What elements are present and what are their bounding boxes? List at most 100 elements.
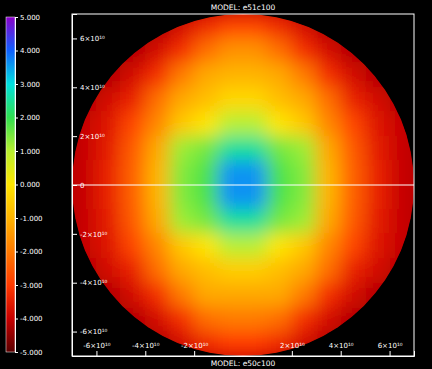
cell — [291, 14, 316, 39]
cell — [169, 160, 194, 185]
tick-label: -4×10¹⁰ — [132, 342, 160, 350]
cell — [194, 282, 219, 307]
tick: -2×10¹⁰ — [72, 231, 108, 239]
cell — [389, 136, 414, 161]
cell — [243, 87, 268, 112]
tick-mark — [341, 351, 342, 356]
cell — [291, 136, 316, 161]
cell — [169, 14, 194, 39]
tick-mark — [15, 185, 18, 186]
cell — [169, 38, 194, 63]
cell — [194, 38, 219, 63]
tick-label: 1.000 — [20, 148, 40, 156]
cell — [389, 160, 414, 185]
cell — [243, 282, 268, 307]
tick-label: -2×10¹⁰ — [80, 231, 108, 239]
tick-label: 4×10¹⁰ — [80, 84, 105, 92]
cell — [145, 136, 170, 161]
cell — [218, 14, 243, 39]
zero-line — [72, 185, 414, 186]
cell — [194, 160, 219, 185]
cell — [218, 307, 243, 332]
axis-line — [73, 351, 415, 357]
tick: -3.000 — [15, 282, 43, 290]
cell — [316, 62, 341, 87]
tick-mark — [72, 136, 77, 137]
cell — [194, 258, 219, 283]
tick-label: 6×10¹⁰ — [80, 35, 105, 43]
cell — [340, 282, 365, 307]
tick-label: -6×10¹⁰ — [80, 328, 108, 336]
tick: 2×10¹⁰ — [280, 342, 305, 356]
cell — [267, 160, 292, 185]
tick-label: 4.000 — [20, 47, 40, 55]
cell — [291, 307, 316, 332]
cell — [291, 282, 316, 307]
cell — [291, 185, 316, 210]
cell — [316, 282, 341, 307]
axis: -6×10¹⁰-4×10¹⁰-2×10¹⁰2×10¹⁰4×10¹⁰6×10¹⁰ — [73, 342, 415, 357]
tick-mark — [145, 351, 146, 356]
tick-mark — [15, 285, 18, 286]
cell — [267, 209, 292, 234]
tick: 4.000 — [15, 47, 40, 55]
cell — [340, 111, 365, 136]
tick-mark — [96, 351, 97, 356]
cell — [194, 307, 219, 332]
tick-mark — [72, 185, 77, 186]
cell — [194, 14, 219, 39]
cell — [169, 209, 194, 234]
cell — [340, 136, 365, 161]
tick: 3.000 — [15, 81, 40, 89]
tick-label: 6×10¹⁰ — [378, 342, 403, 350]
tick-mark — [15, 252, 18, 253]
cell — [120, 62, 145, 87]
cell — [243, 233, 268, 258]
cell — [218, 258, 243, 283]
tick: -4×10¹⁰ — [72, 279, 108, 287]
cell — [243, 258, 268, 283]
cell — [316, 111, 341, 136]
cell — [267, 136, 292, 161]
cell — [120, 209, 145, 234]
tick: 0 — [72, 182, 84, 190]
cell — [96, 160, 121, 185]
cell — [218, 209, 243, 234]
cell — [267, 307, 292, 332]
tick: 5.000 — [15, 14, 40, 22]
tick-mark — [15, 151, 18, 152]
cell — [120, 233, 145, 258]
cell — [120, 185, 145, 210]
tick-mark — [72, 332, 77, 333]
tick-mark — [72, 87, 77, 88]
cell — [243, 307, 268, 332]
tick-label: -4.000 — [20, 315, 43, 323]
tick-label: 0.000 — [20, 181, 40, 189]
chart: -6×10¹⁰ -4×10¹⁰ -2×10¹⁰ 0 2×10¹⁰ 4×10¹⁰ 6×10¹⁰… — [0, 0, 432, 369]
cell — [218, 282, 243, 307]
cell — [218, 136, 243, 161]
cell — [316, 136, 341, 161]
cell — [267, 38, 292, 63]
cells — [72, 14, 415, 357]
cell — [120, 282, 145, 307]
tick-mark — [72, 234, 77, 235]
cell — [389, 185, 414, 210]
axis-line — [73, 15, 78, 357]
tick: -2.000 — [15, 248, 43, 256]
cell — [340, 62, 365, 87]
tick: -6×10¹⁰ — [72, 328, 108, 336]
tick-label: 3.000 — [20, 81, 40, 89]
cell — [145, 87, 170, 112]
tick-mark — [72, 38, 77, 39]
cell — [194, 87, 219, 112]
cell — [365, 111, 390, 136]
cell — [169, 185, 194, 210]
tick: -4×10¹⁰ — [132, 342, 160, 356]
cell — [145, 62, 170, 87]
tick-label: -2.000 — [20, 248, 43, 256]
cell — [267, 14, 292, 39]
tick-mark — [15, 17, 18, 18]
cell — [340, 233, 365, 258]
cell — [145, 111, 170, 136]
